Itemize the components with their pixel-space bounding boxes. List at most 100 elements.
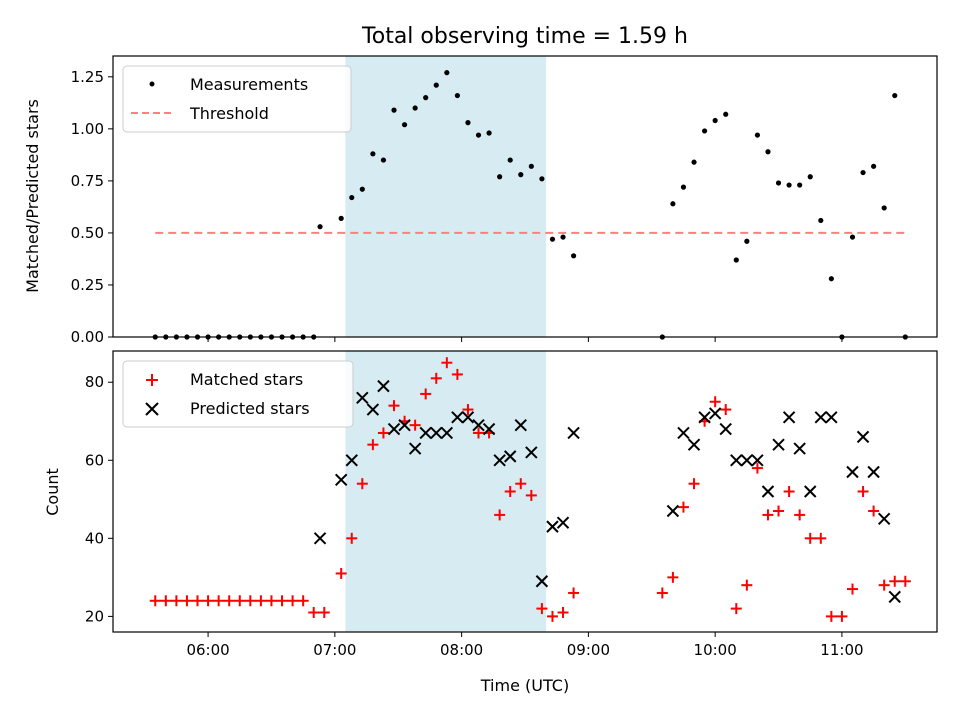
x-stroke-b: [708, 407, 722, 420]
matched-star-point: [568, 587, 580, 599]
measurement-point: [701, 128, 708, 134]
x-stroke-b: [525, 446, 538, 459]
predicted-star-point: [430, 426, 443, 440]
x-stroke-b: [366, 403, 380, 416]
measurement-point: [680, 184, 687, 190]
x-stroke-b: [461, 411, 475, 424]
predicted-star-point: [740, 454, 754, 467]
matched-star-point: [430, 372, 442, 384]
x-stroke-b: [825, 411, 838, 424]
top-legend: Measurements Threshold: [122, 65, 352, 133]
matched-star-point: [741, 579, 753, 591]
predicted-star-point: [825, 411, 838, 424]
predicted-star-point: [440, 426, 454, 440]
x-stroke-b: [698, 411, 711, 424]
matched-star-point: [318, 606, 330, 618]
predicted-star-point: [556, 516, 570, 529]
measurement-point: [570, 253, 577, 259]
matched-star-point: [720, 404, 732, 416]
matched-star-point: [494, 509, 506, 521]
measurement-point: [465, 120, 471, 126]
matched-star-point: [836, 610, 848, 622]
x-stroke-b: [793, 442, 806, 455]
top-shaded-region: [345, 56, 547, 337]
predicted-star-point: [888, 590, 901, 604]
x-stroke-b: [719, 422, 732, 436]
predicted-star-point: [793, 442, 806, 455]
measurement-point: [497, 174, 503, 180]
matched-star-point: [170, 595, 182, 607]
x-stroke-b: [377, 379, 390, 393]
matched-star-point: [181, 595, 193, 607]
measurement-point: [723, 111, 729, 117]
measurement-point: [507, 157, 513, 163]
matched-star-point: [346, 532, 358, 544]
measurement-point: [849, 234, 856, 240]
matched-star-point: [677, 501, 689, 513]
y-tick-label: 1.25: [71, 68, 104, 86]
x-stroke-b: [451, 411, 464, 424]
x-stroke-b: [751, 454, 764, 467]
predicted-star-point: [782, 411, 796, 424]
matched-star-point: [546, 610, 558, 622]
matched-star-point: [462, 404, 474, 416]
legend-threshold-label: Threshold: [189, 104, 269, 123]
predicted-star-point: [877, 512, 891, 526]
y-tick-label: 0.75: [71, 172, 104, 190]
x-stroke-b: [440, 426, 454, 440]
matched-star-point: [356, 478, 368, 490]
predicted-star-point: [419, 426, 432, 440]
predicted-star-point: [698, 411, 711, 424]
matched-star-point: [244, 595, 256, 607]
x-stroke-b: [493, 454, 506, 467]
y-tick-label: 80: [85, 373, 104, 391]
matched-star-point: [308, 606, 320, 618]
predicted-star-point: [856, 430, 870, 444]
x-stroke-b: [313, 532, 327, 545]
y-tick-label: 0.50: [71, 224, 104, 242]
matched-star-point: [730, 603, 742, 615]
predicted-star-point: [313, 532, 327, 545]
x-stroke-b: [567, 426, 580, 440]
measurement-point: [370, 151, 376, 157]
matched-star-point: [160, 595, 172, 607]
bottom-y-axis-label: Count: [43, 468, 62, 516]
matched-star-point: [192, 595, 204, 607]
legend-measurements-marker: [149, 81, 155, 87]
measurement-point: [818, 217, 824, 224]
chart-title: Total observing time = 1.59 h: [361, 24, 688, 49]
y-tick-label: 20: [85, 607, 104, 625]
matched-star-point: [234, 595, 246, 607]
predicted-star-point: [377, 379, 390, 393]
bottom-legend: Matched stars Predicted stars: [122, 360, 354, 428]
matched-star-point: [846, 583, 858, 595]
x-stroke-b: [556, 516, 570, 529]
measurement-point: [670, 201, 676, 207]
predicted-star-point: [719, 422, 732, 436]
measurement-point: [786, 182, 792, 188]
predicted-star-point: [867, 465, 880, 479]
measurement-point: [433, 82, 439, 88]
x-stroke-b: [772, 438, 785, 451]
measurement-point: [733, 257, 739, 263]
x-tick-label: 07:00: [313, 641, 356, 659]
predicted-star-point: [398, 418, 411, 432]
x-stroke-b: [356, 391, 369, 405]
measurement-point: [539, 176, 545, 182]
x-stroke-b: [782, 411, 796, 424]
measurement-point: [528, 163, 534, 169]
top-y-axis-label: Matched/Predicted stars: [23, 99, 42, 293]
measurement-point: [560, 234, 566, 240]
matched-star-point: [441, 357, 453, 369]
measurement-point: [797, 182, 803, 188]
matched-star-point: [751, 462, 763, 474]
legend-matched-label: Matched stars: [190, 370, 303, 389]
measurement-point: [359, 186, 365, 192]
bottom-shaded-region: [345, 351, 547, 632]
measurement-point: [744, 238, 750, 244]
legend-predicted-label: Predicted stars: [190, 399, 310, 418]
matched-star-point: [504, 486, 516, 497]
matched-star-point: [525, 489, 537, 501]
legend-predicted-marker: [145, 402, 159, 416]
matched-star-point: [857, 486, 869, 497]
